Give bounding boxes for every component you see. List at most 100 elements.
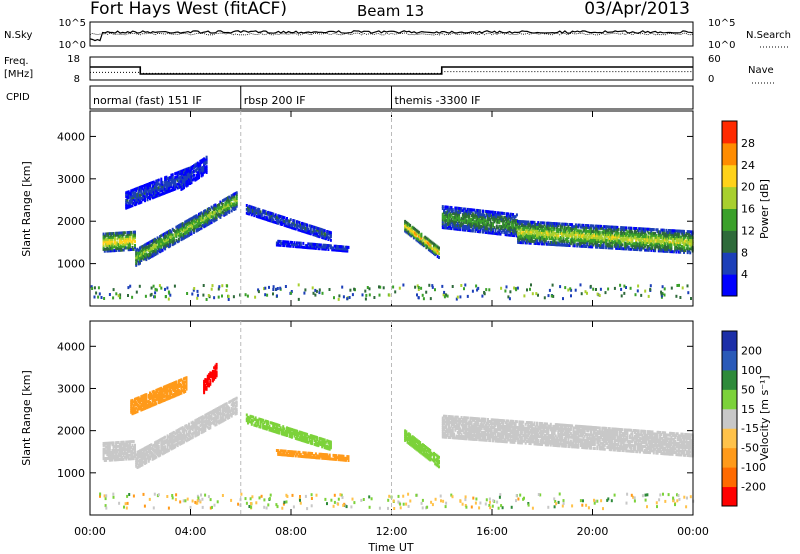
data-cell bbox=[206, 223, 209, 226]
data-cell bbox=[561, 239, 564, 243]
data-cell bbox=[186, 181, 189, 185]
data-cell bbox=[450, 221, 453, 225]
data-cell bbox=[607, 231, 610, 235]
data-cell bbox=[613, 237, 616, 241]
data-cell bbox=[672, 229, 675, 233]
data-cell bbox=[553, 231, 556, 235]
data-cell bbox=[636, 248, 639, 252]
data-cell bbox=[411, 229, 414, 233]
data-cell bbox=[170, 441, 173, 445]
data-cell bbox=[508, 220, 511, 224]
data-cell bbox=[141, 254, 144, 258]
data-cell bbox=[586, 237, 589, 241]
data-cell bbox=[392, 285, 395, 289]
data-cell bbox=[162, 440, 165, 444]
data-cell bbox=[149, 189, 151, 193]
data-cell bbox=[504, 227, 507, 231]
data-cell bbox=[588, 239, 591, 243]
data-cell bbox=[204, 166, 207, 170]
data-cell bbox=[151, 194, 154, 198]
data-cell bbox=[465, 219, 468, 223]
data-cell bbox=[161, 393, 164, 397]
data-cell bbox=[139, 458, 141, 462]
data-cell bbox=[195, 418, 198, 422]
data-cell bbox=[527, 226, 530, 230]
data-cell bbox=[563, 241, 566, 245]
data-cell bbox=[541, 232, 543, 236]
data-cell bbox=[160, 238, 163, 242]
data-cell bbox=[543, 223, 546, 227]
data-cell bbox=[479, 226, 482, 230]
data-cell bbox=[215, 409, 218, 413]
data-cell bbox=[172, 389, 175, 393]
data-cell bbox=[327, 232, 330, 236]
data-cell bbox=[556, 222, 559, 226]
data-cell bbox=[132, 230, 135, 234]
data-cell bbox=[210, 416, 213, 420]
data-cell bbox=[466, 294, 469, 298]
data-cell bbox=[120, 244, 123, 248]
data-cell bbox=[508, 222, 511, 226]
data-cell bbox=[669, 236, 672, 240]
data-cell bbox=[149, 393, 151, 397]
data-cell bbox=[102, 442, 105, 445]
data-cell bbox=[522, 220, 525, 224]
data-cell bbox=[556, 229, 559, 233]
data-cell bbox=[677, 231, 680, 235]
data-cell bbox=[513, 217, 516, 220]
data-cell bbox=[156, 443, 159, 447]
data-cell bbox=[652, 233, 655, 237]
data-cell bbox=[125, 202, 128, 206]
data-cell bbox=[513, 230, 516, 234]
data-cell bbox=[676, 229, 679, 233]
data-cell bbox=[230, 205, 233, 209]
data-cell bbox=[544, 238, 547, 242]
data-cell bbox=[204, 168, 207, 171]
data-cell bbox=[175, 183, 178, 187]
data-cell bbox=[571, 223, 574, 227]
data-cell bbox=[470, 221, 473, 225]
data-cell bbox=[122, 244, 125, 248]
data-cell bbox=[475, 222, 478, 226]
data-cell bbox=[183, 236, 185, 240]
data-cell bbox=[412, 236, 415, 240]
data-cell bbox=[303, 245, 306, 249]
data-cell bbox=[327, 238, 330, 241]
data-cell bbox=[260, 212, 263, 216]
data-cell bbox=[145, 404, 148, 408]
data-cell bbox=[585, 245, 587, 248]
data-cell bbox=[157, 239, 160, 243]
data-cell bbox=[622, 237, 625, 241]
data-cell bbox=[546, 235, 548, 238]
data-cell bbox=[127, 449, 130, 453]
data-cell bbox=[572, 240, 575, 244]
data-cell bbox=[628, 232, 631, 236]
data-cell bbox=[494, 218, 497, 222]
data-cell bbox=[685, 232, 688, 235]
data-cell bbox=[647, 237, 650, 241]
data-cell bbox=[338, 248, 341, 252]
data-cell bbox=[611, 246, 614, 250]
data-cell bbox=[523, 235, 526, 239]
data-cell bbox=[623, 234, 626, 237]
data-cell bbox=[117, 233, 120, 237]
data-cell bbox=[189, 221, 192, 225]
data-cell bbox=[283, 240, 286, 244]
data-cell bbox=[235, 191, 238, 195]
data-cell bbox=[424, 235, 427, 239]
data-cell bbox=[190, 167, 193, 171]
data-cell bbox=[333, 296, 335, 300]
data-cell bbox=[468, 215, 471, 219]
data-cell bbox=[140, 191, 143, 195]
data-cell bbox=[171, 178, 174, 182]
data-cell bbox=[112, 454, 115, 458]
data-cell bbox=[304, 244, 307, 248]
data-cell bbox=[205, 212, 208, 216]
data-cell bbox=[308, 230, 311, 233]
data-cell bbox=[469, 225, 472, 229]
data-cell bbox=[157, 391, 160, 395]
data-cell bbox=[321, 247, 324, 251]
data-cell bbox=[206, 412, 209, 416]
data-cell bbox=[127, 446, 130, 450]
nave-label: Nave bbox=[748, 65, 774, 76]
